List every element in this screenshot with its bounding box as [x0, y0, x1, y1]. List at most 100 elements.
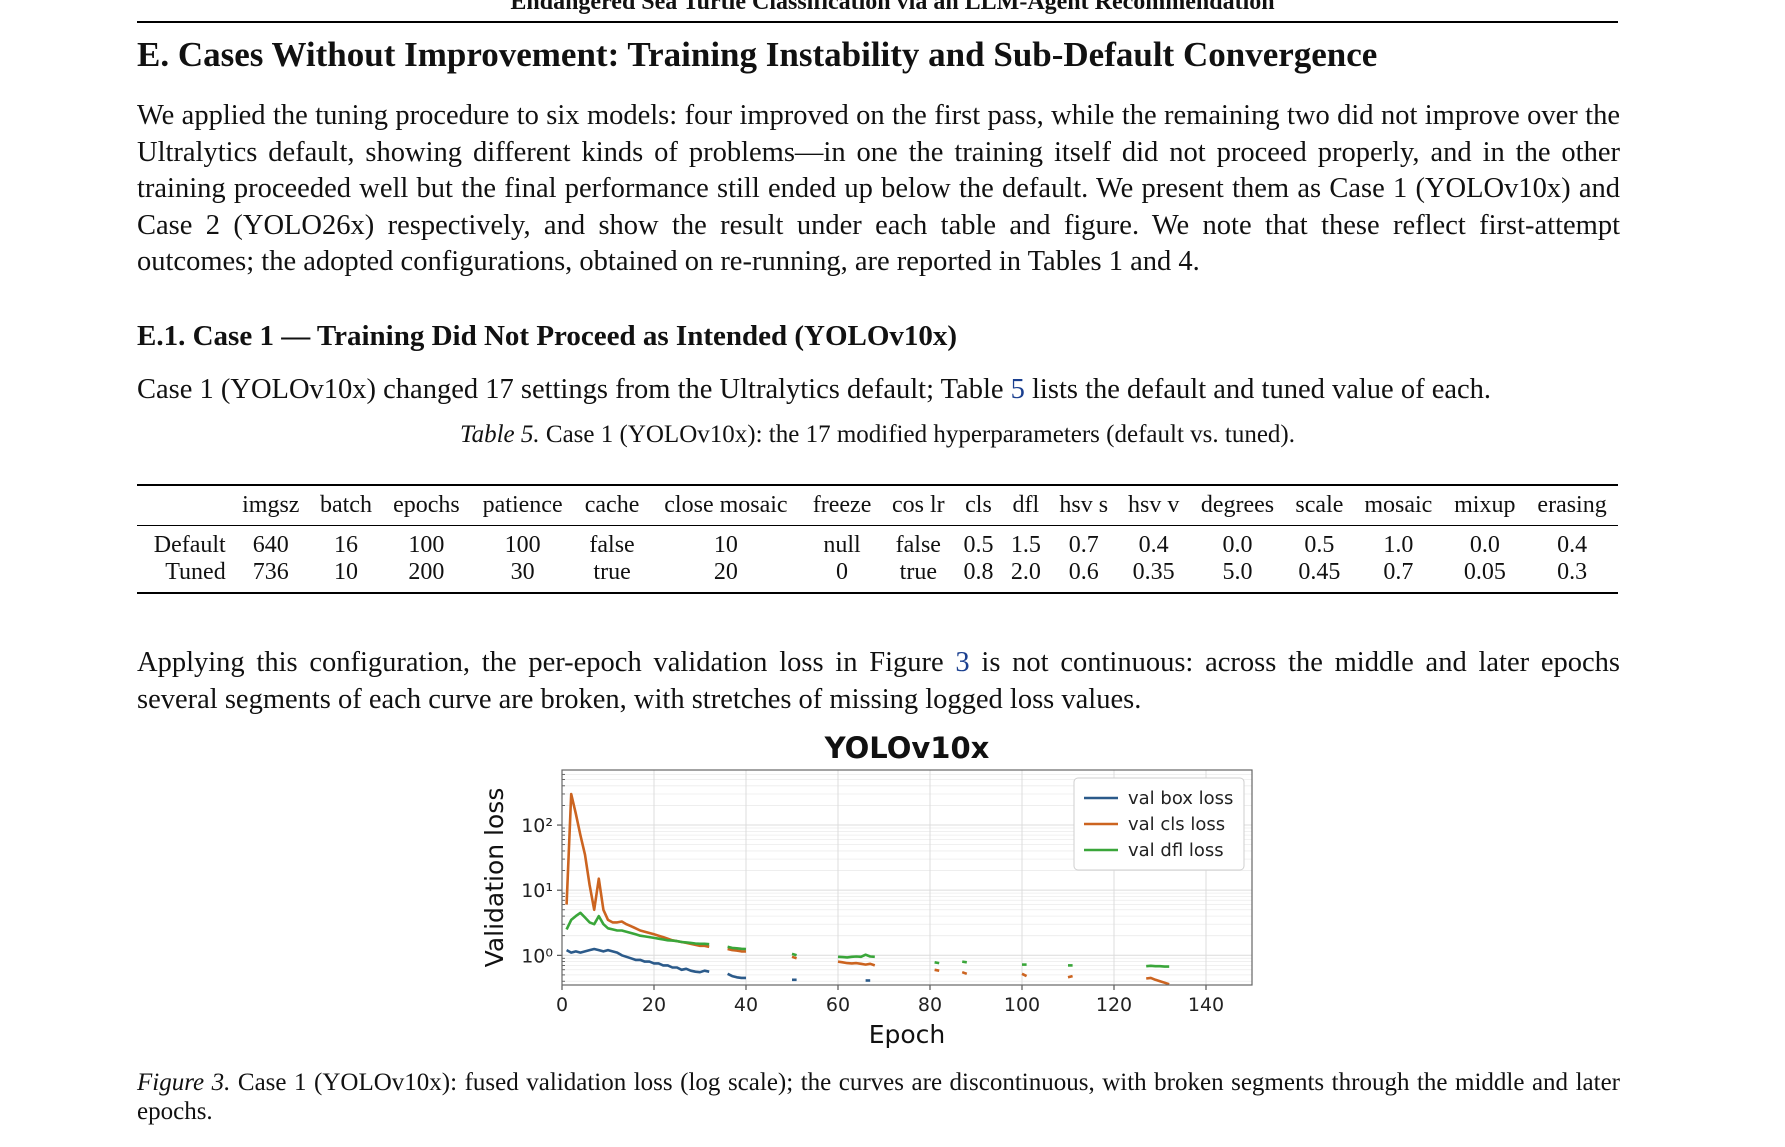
table-column-header: close mosaic	[664, 492, 788, 518]
loss-paragraph: Applying this configuration, the per-epo…	[137, 645, 1620, 718]
table-column-header: freeze	[812, 492, 872, 518]
table-column-header: mixup	[1454, 492, 1516, 518]
series-line-val-cls-loss	[1146, 976, 1170, 986]
table-cell: 30	[510, 559, 535, 585]
series-line-val-box-loss	[565, 947, 710, 974]
x-tick-label: 100	[1004, 994, 1040, 1016]
series-line-val-dfl-loss	[962, 960, 967, 964]
table-cell: 0.7	[1068, 532, 1099, 558]
table-column-header: hsv s	[1059, 492, 1109, 518]
table-cell: false	[589, 532, 635, 558]
table-cell: 100	[504, 532, 541, 558]
x-tick-label: 40	[734, 994, 758, 1016]
loss-paragraph-text: Applying this configuration, the per-epo…	[137, 647, 956, 678]
table-corner-cell	[137, 485, 232, 526]
series-line-val-cls-loss	[837, 960, 876, 967]
table-caption-label: Table 5.	[460, 421, 540, 448]
table-cell: 0	[836, 559, 849, 585]
table-column-header: degrees	[1200, 492, 1275, 518]
series-line-val-cls-loss	[1021, 972, 1028, 978]
series-line-val-cls-loss	[934, 968, 940, 972]
table-cell: 1.5	[1010, 532, 1041, 558]
series-line-val-cls-loss	[961, 970, 968, 976]
header-rule	[137, 21, 1618, 23]
series-line-val-cls-loss	[1067, 974, 1073, 979]
table-column-header: epochs	[393, 492, 460, 518]
table-column-header: cls	[965, 492, 992, 518]
table-cell: 0.05	[1463, 559, 1506, 585]
table-column-header: cache	[584, 492, 640, 518]
legend-box	[1073, 777, 1245, 871]
table-cell: null	[823, 532, 861, 558]
table-column-header: cos lr	[891, 492, 945, 518]
series-line-val-dfl-loss	[727, 945, 747, 951]
table-row-label: Default	[153, 532, 226, 558]
x-tick-label: 0	[556, 994, 568, 1016]
table-column-header: batch	[319, 492, 372, 518]
series-line-val-box-loss	[727, 972, 746, 980]
series-line-val-dfl-loss	[837, 953, 875, 959]
table-column-header: scale	[1295, 492, 1344, 518]
y-tick-label: 10¹	[521, 880, 553, 902]
table-caption: Table 5. Case 1 (YOLOv10x): the 17 modif…	[137, 420, 1618, 450]
table-column-header: imgsz	[242, 492, 300, 518]
table-cell: 736	[252, 559, 289, 585]
table-cell: 0.35	[1132, 559, 1175, 585]
table-cell: 100	[408, 532, 445, 558]
table-cell: 0.3	[1557, 559, 1588, 585]
table-cell: 0.4	[1138, 532, 1169, 558]
table-cell: 200	[408, 559, 445, 585]
figure-ref-link[interactable]: 3	[955, 647, 970, 678]
table-header-row: imgsz batch epochs patience cache close mosai…	[137, 485, 1618, 526]
x-tick-label: 120	[1096, 994, 1132, 1016]
table-cell: true	[593, 559, 631, 585]
table-cell: 0.6	[1068, 559, 1099, 585]
table-cell: false	[895, 532, 941, 558]
case-paragraph: Case 1 (YOLOv10x) changed 17 settings fr…	[137, 372, 1620, 409]
loss-chart: 0 20 40 60 80 100 120 140 10⁰ 10¹ 10² YOLOv10x Epoch…	[480, 731, 1253, 1049]
series-line-val-dfl-loss	[565, 911, 710, 946]
legend-label: val cls loss	[1128, 814, 1225, 835]
figure-caption-text: Case 1 (YOLOv10x): fused validation loss…	[137, 1069, 1620, 1125]
legend-label: val dfl loss	[1128, 840, 1224, 861]
hyperparameter-table: imgsz batch epochs patience cache close mosai…	[137, 484, 1618, 594]
table-ref-link[interactable]: 5	[1010, 374, 1025, 405]
table-cell: 20	[713, 559, 738, 585]
figure-caption-label: Figure 3.	[137, 1069, 231, 1096]
table-cell: 0.5	[963, 532, 994, 558]
table-column-header: hsv v	[1128, 492, 1180, 518]
table-cell: 0.45	[1298, 559, 1341, 585]
table-row: Tuned 736 10 200 30 true 20 0 true 0.8 2.0 0.6 0.35 5…	[137, 559, 1618, 593]
table-cell: 5.0	[1222, 559, 1253, 585]
figure-caption: Figure 3. Case 1 (YOLOv10x): fused valid…	[137, 1068, 1620, 1126]
table-cell: 0.5	[1304, 532, 1335, 558]
table-cell: 0.4	[1557, 532, 1588, 558]
case-paragraph-text: Case 1 (YOLOv10x) changed 17 settings fr…	[137, 374, 1011, 405]
table-cell: 0.7	[1383, 559, 1414, 585]
table-cell: 0.8	[963, 559, 994, 585]
table-caption-text: Case 1 (YOLOv10x): the 17 modified hyper…	[539, 421, 1295, 448]
chart-title: YOLOv10x	[824, 731, 990, 765]
running-head: Endangered Sea Turtle Classification via…	[510, 0, 1275, 15]
table-cell: true	[899, 559, 937, 585]
table-cell: 0.0	[1222, 532, 1253, 558]
y-tick-label: 10⁰	[521, 945, 553, 967]
y-axis-label: Validation loss	[480, 788, 509, 968]
subsection-title: E.1. Case 1 — Training Did Not Proceed a…	[137, 320, 958, 352]
x-tick-label: 140	[1188, 994, 1224, 1016]
table-cell: 2.0	[1010, 559, 1041, 585]
series-line-val-dfl-loss	[934, 961, 940, 965]
x-tick-label: 80	[918, 994, 942, 1016]
table-cell: 10	[713, 532, 738, 558]
series-line-val-cls-loss	[791, 955, 798, 960]
table-column-header: patience	[482, 492, 563, 518]
x-tick-label: 60	[826, 994, 850, 1016]
table-cell: 640	[252, 532, 289, 558]
table-cell: 10	[333, 559, 358, 585]
table-cell: 16	[333, 532, 358, 558]
legend-label: val box loss	[1128, 788, 1233, 809]
intro-paragraph: We applied the tuning procedure to six m…	[137, 100, 1620, 277]
table-cell: 1.0	[1383, 532, 1414, 558]
series-line-val-dfl-loss	[791, 952, 797, 957]
